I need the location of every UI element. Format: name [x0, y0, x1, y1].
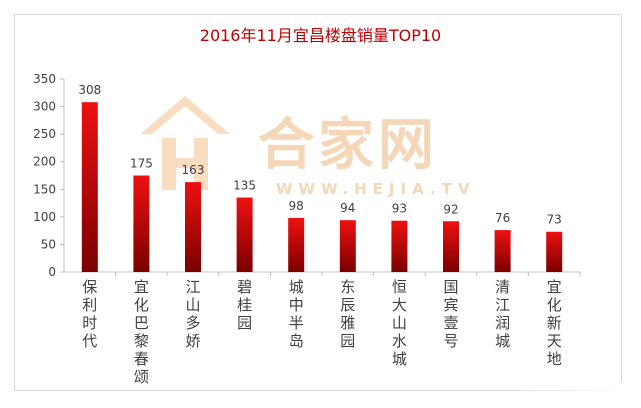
y-tick-label: 0	[48, 265, 56, 279]
corner-fade	[503, 382, 623, 394]
category-label: 宜化新天地	[547, 278, 562, 368]
category-label: 宜化巴黎春颂	[134, 278, 149, 386]
category-label: 东辰雅园	[340, 278, 355, 350]
bar	[443, 221, 459, 272]
bar	[494, 230, 511, 272]
y-tick-label: 250	[33, 127, 56, 141]
category-label: 国宾壹号	[443, 278, 458, 350]
category-label: 恒大山水城	[392, 278, 407, 368]
category-label: 碧桂园	[237, 278, 252, 332]
bar	[546, 231, 563, 272]
data-label: 175	[130, 157, 153, 171]
bars	[81, 102, 563, 272]
category-label: 清江润城	[495, 278, 510, 350]
axes	[60, 78, 581, 276]
y-tick-label: 350	[33, 72, 56, 86]
bar	[133, 175, 150, 272]
y-tick-label: 200	[33, 155, 56, 169]
chart-title: 2016年11月宜昌楼盘销量TOP10	[199, 26, 442, 45]
data-label: 98	[289, 199, 304, 213]
y-tick-label: 150	[33, 182, 56, 196]
bar	[185, 182, 201, 272]
data-label: 92	[443, 202, 458, 216]
data-label: 73	[547, 213, 562, 227]
bar	[339, 220, 356, 272]
bar	[288, 217, 305, 272]
y-tick-label: 100	[33, 210, 56, 224]
y-tick-label: 50	[41, 237, 56, 251]
bar	[391, 220, 408, 272]
bar	[81, 102, 98, 272]
data-label: 94	[340, 201, 355, 215]
data-label: 93	[392, 202, 407, 216]
category-label: 江山多娇	[185, 278, 200, 350]
bar	[236, 197, 253, 272]
y-tick-label: 300	[33, 100, 56, 114]
chart-frame	[14, 14, 622, 391]
category-label: 城中半岛	[289, 278, 304, 350]
category-label: 保利时代	[82, 278, 97, 350]
labels: 0 50 100 150 200 250 300 350 308 保利时代 175 宜化巴黎春颂 163…	[33, 72, 562, 386]
data-label: 135	[233, 179, 256, 193]
data-label: 163	[182, 163, 205, 177]
data-label: 308	[78, 83, 101, 97]
data-label: 76	[495, 211, 510, 225]
